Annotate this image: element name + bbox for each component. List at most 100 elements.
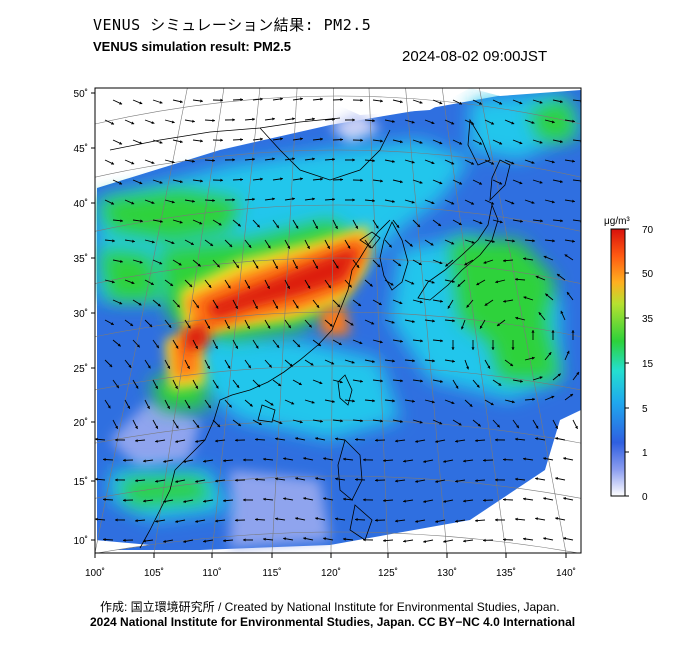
wind-arrow-head — [135, 479, 138, 483]
wind-arrow-head — [128, 364, 132, 368]
wind-arrow-head — [248, 365, 251, 369]
wind-arrow-head — [383, 459, 386, 463]
wind-arrow-head — [443, 539, 446, 543]
wind-arrow-head — [380, 179, 383, 183]
wind-arrow-head — [479, 141, 483, 145]
wind-arrow-head — [147, 405, 150, 409]
wind-arrow-head — [411, 160, 415, 164]
wind-arrow-head — [399, 301, 403, 305]
wind-arrow-head — [539, 140, 543, 144]
wind-arrow-head — [174, 385, 178, 389]
map-title-japanese: VENUS シミュレーション結果: PM2.5 — [93, 16, 372, 34]
wind-arrow-head — [320, 177, 323, 181]
wind-arrow-head — [435, 519, 439, 523]
wind-arrow-head — [103, 537, 106, 542]
wind-arrow-head — [499, 181, 503, 185]
wind-arrow-head — [292, 157, 295, 161]
wind-arrow-head — [551, 330, 555, 333]
wind-arrow-head — [119, 101, 123, 105]
wind-arrow-head — [523, 296, 527, 300]
wind-arrow-head — [520, 219, 523, 223]
wind-arrow-head — [312, 157, 315, 161]
wind-arrow-head — [378, 302, 382, 305]
wind-arrow-head — [110, 322, 114, 325]
wind-arrow-head — [363, 458, 366, 462]
wind-arrow-head — [431, 400, 435, 404]
wind-arrow-head — [300, 97, 303, 101]
lat-label: 40˚ — [74, 198, 88, 210]
wind-arrow-head — [572, 239, 575, 243]
wind-arrow-head — [443, 499, 446, 503]
wind-arrow-head — [491, 121, 495, 125]
wind-arrow-head — [335, 477, 338, 481]
wind-arrow-head — [400, 339, 403, 343]
wind-arrow-head — [557, 373, 561, 377]
wind-arrow-head — [439, 101, 443, 105]
wind-arrow-head — [495, 438, 498, 442]
wind-arrow-head — [147, 365, 151, 369]
wind-arrow-head — [395, 519, 398, 523]
wind-arrow-head — [103, 497, 106, 502]
wind-arrow-head — [375, 438, 378, 442]
wind-arrow-head — [532, 239, 535, 243]
wind-arrow-head — [458, 422, 462, 426]
wind-arrow-head — [531, 161, 535, 164]
parallel-line — [95, 419, 581, 444]
wind-arrow-head — [437, 223, 441, 227]
wind-arrow-head — [179, 180, 183, 184]
wind-arrow-head — [210, 243, 214, 246]
wind-arrow-head — [419, 140, 423, 144]
wind-arrow-head — [363, 538, 366, 542]
wind-arrow-head — [335, 517, 338, 521]
wind-arrow-head — [539, 376, 543, 380]
wind-arrow-head — [395, 479, 398, 483]
wind-arrow-head — [566, 292, 570, 296]
wind-arrow-head — [409, 243, 413, 247]
wind-arrow-head — [372, 159, 375, 163]
wind-arrow-head — [352, 198, 355, 202]
wind-arrow-head — [295, 477, 299, 481]
parallel-line — [95, 531, 581, 553]
wind-arrow-head — [297, 344, 301, 348]
colorbar-tick-label: 0 — [642, 492, 648, 503]
wind-arrow-head — [109, 364, 113, 368]
wind-arrow-head — [479, 325, 483, 329]
wind-arrow-head — [163, 539, 166, 543]
wind-arrow-head — [255, 345, 259, 349]
wind-arrow-head — [477, 423, 481, 427]
wind-arrow-head — [519, 101, 523, 105]
coastline-segment — [257, 404, 276, 423]
wind-arrow-head — [195, 519, 198, 523]
wind-arrow-head — [260, 177, 263, 181]
wind-arrow-head — [195, 439, 198, 443]
wind-arrow-head — [200, 139, 203, 143]
lon-label: 130˚ — [437, 567, 457, 579]
wind-arrow-head — [415, 479, 418, 483]
wind-arrow-head — [451, 279, 455, 283]
wind-arrow-head — [451, 401, 455, 405]
wind-arrow-head — [155, 479, 158, 483]
wind-arrow-head — [459, 141, 463, 145]
wind-arrow-head — [523, 457, 526, 461]
wind-arrow-head — [303, 497, 307, 501]
wind-arrow-head — [156, 345, 159, 349]
wind-arrow-head — [439, 141, 443, 145]
wind-arrow-head — [399, 180, 403, 184]
wind-arrow-head — [535, 425, 539, 429]
wind-arrow-head — [499, 220, 503, 224]
wind-arrow-head — [458, 222, 462, 225]
wind-arrow-head — [400, 379, 403, 383]
wind-arrow-head — [503, 538, 506, 542]
wind-arrow-head — [396, 224, 400, 228]
wind-arrow-head — [319, 381, 323, 385]
wind-arrow-head — [295, 437, 299, 441]
wind-arrow-head — [420, 339, 423, 343]
meridian-line — [330, 88, 334, 553]
wind-arrow-head — [555, 517, 559, 521]
wind-arrow-head — [392, 159, 395, 163]
wind-arrow-head — [220, 178, 223, 182]
wind-arrow-head — [332, 197, 335, 201]
wind-arrow-head — [352, 399, 355, 403]
wind-arrow-head — [340, 98, 343, 102]
wind-arrow-head — [340, 138, 343, 142]
